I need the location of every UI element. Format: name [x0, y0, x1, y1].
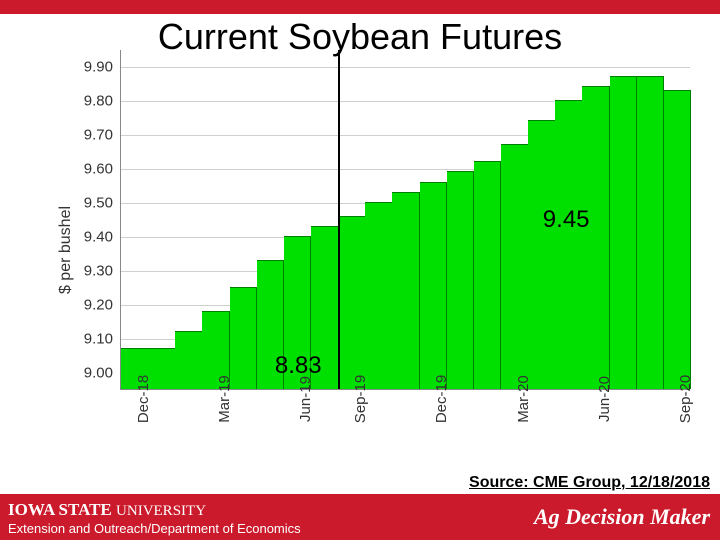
plot-area: 9.009.109.209.309.409.509.609.709.809.90… — [120, 50, 690, 390]
chart-annotation: 8.83 — [275, 352, 322, 380]
isu-logo: IOWA STATE UNIVERSITY — [8, 500, 206, 520]
bar — [175, 331, 203, 389]
y-tick-label: 9.10 — [84, 331, 121, 348]
bar — [637, 76, 665, 389]
x-tick-label: Dec-18 — [135, 375, 152, 423]
bar — [582, 86, 610, 389]
y-tick-label: 9.40 — [84, 229, 121, 246]
y-tick-label: 9.60 — [84, 161, 121, 178]
y-tick-label: 9.80 — [84, 93, 121, 110]
bar — [148, 348, 176, 389]
x-tick-label: Dec-19 — [433, 375, 450, 423]
y-tick-label: 9.30 — [84, 263, 121, 280]
x-tick-label: Mar-20 — [515, 375, 532, 423]
x-tick-label: Sep-20 — [677, 375, 694, 423]
bar — [555, 100, 583, 389]
bar — [528, 120, 556, 389]
bar — [365, 202, 393, 389]
bar — [664, 90, 692, 389]
bar — [230, 287, 258, 389]
y-tick-label: 9.70 — [84, 127, 121, 144]
bar — [392, 192, 420, 389]
y-tick-label: 9.50 — [84, 195, 121, 212]
y-axis-label: $ per bushel — [57, 206, 75, 294]
bar — [501, 144, 529, 389]
gridline — [121, 67, 690, 68]
footer-brand: Ag Decision Maker — [534, 504, 710, 530]
logo-sub: UNIVERSITY — [116, 503, 206, 519]
y-tick-label: 9.20 — [84, 297, 121, 314]
header-accent-bar — [0, 0, 720, 14]
bar — [338, 216, 366, 389]
bar — [474, 161, 502, 389]
x-tick-label: Sep-19 — [352, 375, 369, 423]
bar — [420, 182, 448, 389]
reference-line — [338, 50, 340, 389]
x-tick-label: Jun-19 — [297, 376, 314, 422]
bar — [610, 76, 638, 389]
chart-annotation: 9.45 — [543, 206, 590, 234]
footer-bar: IOWA STATE UNIVERSITY Extension and Outr… — [0, 494, 720, 540]
source-text: Source: CME Group, 12/18/2018 — [469, 474, 710, 492]
bar — [447, 171, 475, 389]
footer-department: Extension and Outreach/Department of Eco… — [8, 521, 301, 536]
chart-container: $ per bushel 9.009.109.209.309.409.509.6… — [30, 40, 710, 460]
logo-main: IOWA STATE — [8, 500, 112, 519]
x-tick-label: Jun-20 — [596, 376, 613, 422]
x-tick-label: Mar-19 — [216, 375, 233, 423]
y-tick-label: 9.90 — [84, 59, 121, 76]
y-tick-label: 9.00 — [84, 365, 121, 382]
